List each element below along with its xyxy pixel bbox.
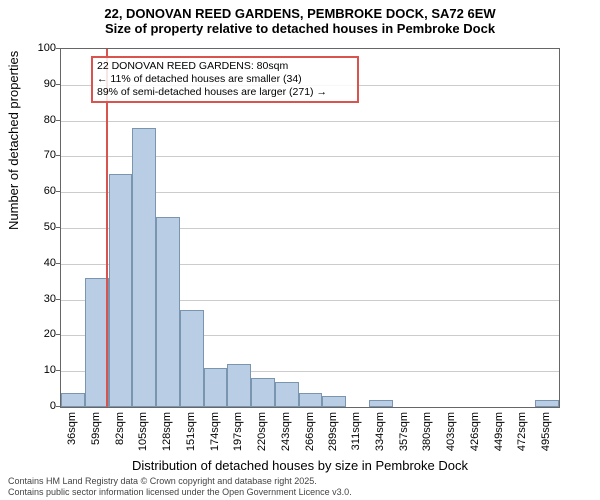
histogram-bar bbox=[156, 217, 180, 407]
histogram-bar bbox=[369, 400, 393, 407]
histogram-bar bbox=[322, 396, 346, 407]
y-tick-label: 20 bbox=[44, 328, 56, 340]
y-tick-mark bbox=[56, 263, 60, 264]
x-tick-label: 426sqm bbox=[469, 412, 481, 458]
histogram-bar bbox=[251, 378, 275, 407]
annotation-line1: 22 DONOVAN REED GARDENS: 80sqm bbox=[97, 60, 353, 73]
y-tick-mark bbox=[56, 334, 60, 335]
histogram-bar bbox=[109, 174, 133, 407]
y-tick-label: 90 bbox=[44, 78, 56, 90]
histogram-bar bbox=[227, 364, 251, 407]
y-tick-label: 40 bbox=[44, 257, 56, 269]
y-tick-label: 10 bbox=[44, 364, 56, 376]
y-tick-mark bbox=[56, 299, 60, 300]
histogram-bar bbox=[132, 128, 156, 407]
y-tick-label: 70 bbox=[44, 149, 56, 161]
x-tick-label: 128sqm bbox=[161, 412, 173, 458]
x-tick-label: 266sqm bbox=[304, 412, 316, 458]
x-tick-label: 174sqm bbox=[209, 412, 221, 458]
title-line1: 22, DONOVAN REED GARDENS, PEMBROKE DOCK,… bbox=[0, 6, 600, 21]
histogram-bar bbox=[275, 382, 299, 407]
histogram-bar bbox=[204, 368, 228, 407]
x-tick-label: 380sqm bbox=[421, 412, 433, 458]
y-tick-mark bbox=[56, 406, 60, 407]
y-tick-mark bbox=[56, 370, 60, 371]
x-tick-label: 82sqm bbox=[114, 412, 126, 458]
footer-line1: Contains HM Land Registry data © Crown c… bbox=[8, 476, 352, 487]
x-tick-label: 495sqm bbox=[540, 412, 552, 458]
x-tick-label: 105sqm bbox=[137, 412, 149, 458]
y-tick-label: 100 bbox=[38, 42, 56, 54]
x-axis-label: Distribution of detached houses by size … bbox=[0, 458, 600, 473]
x-tick-label: 243sqm bbox=[280, 412, 292, 458]
histogram-bar bbox=[180, 310, 204, 407]
y-tick-label: 30 bbox=[44, 293, 56, 305]
chart-title: 22, DONOVAN REED GARDENS, PEMBROKE DOCK,… bbox=[0, 0, 600, 36]
y-tick-label: 60 bbox=[44, 185, 56, 197]
x-tick-label: 449sqm bbox=[493, 412, 505, 458]
y-tick-mark bbox=[56, 227, 60, 228]
footer-attribution: Contains HM Land Registry data © Crown c… bbox=[8, 476, 352, 498]
footer-line2: Contains public sector information licen… bbox=[8, 487, 352, 498]
x-tick-label: 357sqm bbox=[398, 412, 410, 458]
y-tick-mark bbox=[56, 48, 60, 49]
gridline bbox=[61, 121, 559, 122]
x-tick-label: 220sqm bbox=[256, 412, 268, 458]
y-axis-label: Number of detached properties bbox=[6, 51, 21, 230]
y-tick-mark bbox=[56, 84, 60, 85]
title-line2: Size of property relative to detached ho… bbox=[0, 21, 600, 36]
x-tick-label: 334sqm bbox=[374, 412, 386, 458]
x-tick-label: 403sqm bbox=[445, 412, 457, 458]
histogram-bar bbox=[61, 393, 85, 407]
y-tick-label: 80 bbox=[44, 114, 56, 126]
plot-area: 22 DONOVAN REED GARDENS: 80sqm ← 11% of … bbox=[60, 48, 560, 408]
x-tick-label: 311sqm bbox=[350, 412, 362, 458]
y-tick-label: 50 bbox=[44, 221, 56, 233]
x-tick-label: 36sqm bbox=[66, 412, 78, 458]
x-tick-label: 59sqm bbox=[90, 412, 102, 458]
y-tick-mark bbox=[56, 191, 60, 192]
x-tick-label: 472sqm bbox=[516, 412, 528, 458]
annotation-line3: 89% of semi-detached houses are larger (… bbox=[97, 86, 353, 99]
annotation-box: 22 DONOVAN REED GARDENS: 80sqm ← 11% of … bbox=[91, 56, 359, 103]
histogram-bar bbox=[299, 393, 323, 407]
histogram-bar bbox=[85, 278, 109, 407]
annotation-line2: ← 11% of detached houses are smaller (34… bbox=[97, 73, 353, 86]
y-tick-mark bbox=[56, 155, 60, 156]
x-tick-label: 289sqm bbox=[327, 412, 339, 458]
x-tick-label: 197sqm bbox=[232, 412, 244, 458]
x-tick-label: 151sqm bbox=[185, 412, 197, 458]
y-tick-mark bbox=[56, 120, 60, 121]
histogram-bar bbox=[535, 400, 559, 407]
